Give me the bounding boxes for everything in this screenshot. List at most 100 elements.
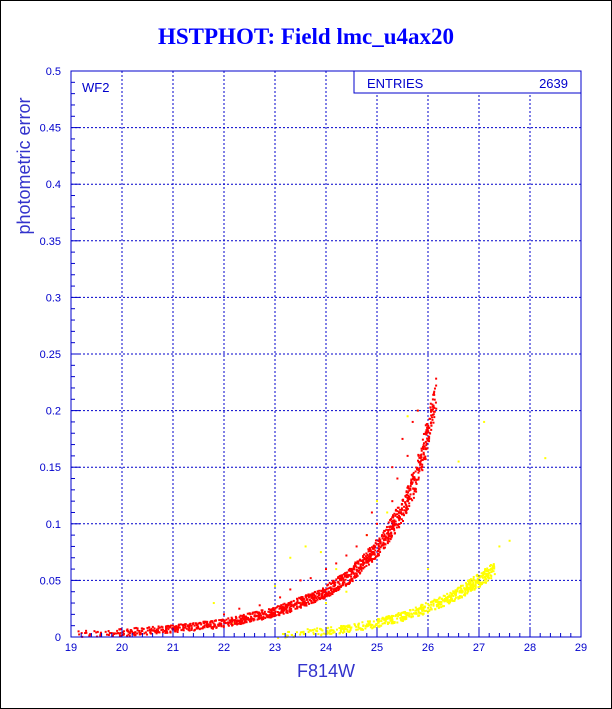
data-point [190, 624, 193, 627]
data-point [282, 608, 285, 611]
data-point [401, 616, 404, 619]
data-point [389, 532, 392, 535]
data-point [274, 610, 277, 613]
data-point [151, 625, 154, 628]
data-point [364, 557, 367, 560]
data-point [391, 514, 394, 517]
outlier-point [289, 556, 292, 559]
data-point [352, 571, 355, 574]
data-point [347, 569, 350, 572]
data-point [405, 511, 408, 514]
data-point [489, 563, 492, 566]
y-tick-label: 0.5 [46, 66, 61, 78]
data-point [257, 613, 260, 616]
data-point [391, 521, 394, 524]
data-point [465, 582, 468, 585]
data-point [299, 596, 302, 599]
data-point [361, 627, 364, 630]
data-point [135, 626, 138, 629]
data-point [393, 529, 396, 532]
data-point [109, 632, 112, 635]
data-point [433, 387, 436, 390]
outlier-point [325, 602, 327, 605]
data-point [386, 621, 389, 624]
data-point [340, 577, 343, 580]
data-point [420, 468, 423, 471]
data-point [127, 633, 130, 636]
data-point [333, 582, 336, 585]
y-tick-label: 0.25 [40, 349, 61, 361]
data-point [346, 630, 349, 633]
data-point [330, 629, 333, 632]
data-point [411, 613, 414, 616]
data-point [339, 574, 342, 577]
data-point [195, 623, 198, 626]
data-point [474, 586, 477, 589]
data-point [479, 585, 482, 588]
data-point [432, 392, 435, 395]
data-point [427, 425, 430, 428]
data-point [343, 628, 346, 631]
data-point [258, 616, 261, 619]
data-point [248, 620, 251, 623]
data-point [487, 574, 490, 577]
data-point [447, 602, 450, 605]
data-point [298, 605, 301, 608]
data-point [337, 581, 340, 584]
data-point [363, 566, 366, 569]
data-point [408, 615, 411, 618]
data-point [337, 588, 340, 591]
data-point [348, 567, 351, 570]
data-point [469, 578, 472, 581]
data-point [328, 632, 331, 635]
data-point [410, 478, 413, 481]
data-point [244, 619, 247, 622]
data-point [311, 629, 314, 632]
data-point [266, 616, 269, 619]
data-point [184, 625, 187, 628]
data-point [405, 612, 408, 615]
data-point [318, 596, 321, 599]
data-point [246, 612, 249, 615]
data-point [328, 581, 331, 584]
data-point [420, 456, 423, 459]
data-point [360, 566, 363, 569]
data-point [390, 536, 393, 539]
data-point [357, 561, 360, 564]
data-point [368, 546, 371, 549]
data-point [253, 615, 256, 618]
data-point [321, 629, 324, 632]
data-point [407, 491, 410, 494]
data-point [341, 574, 344, 577]
data-point [426, 439, 429, 442]
data-point [386, 540, 389, 543]
data-point [267, 616, 270, 619]
data-point [234, 622, 237, 625]
data-point [260, 618, 263, 621]
data-point [365, 556, 368, 559]
data-point [394, 615, 397, 618]
data-point [418, 456, 421, 459]
outlier-point [457, 460, 460, 463]
data-point [136, 632, 139, 635]
data-point [482, 581, 485, 584]
data-point [305, 594, 308, 597]
data-point [299, 606, 302, 609]
data-point [218, 619, 221, 622]
data-point [223, 620, 226, 623]
data-point [316, 595, 319, 598]
data-point [420, 606, 423, 609]
data-point [218, 623, 221, 626]
data-point [369, 550, 372, 553]
data-point [402, 611, 405, 614]
data-point [401, 519, 404, 522]
data-point [282, 612, 285, 615]
data-point [281, 608, 284, 611]
data-point [434, 608, 437, 611]
data-point [422, 442, 425, 445]
data-point [428, 440, 431, 443]
data-point [425, 442, 428, 445]
data-point [372, 626, 375, 629]
data-point [431, 409, 434, 412]
